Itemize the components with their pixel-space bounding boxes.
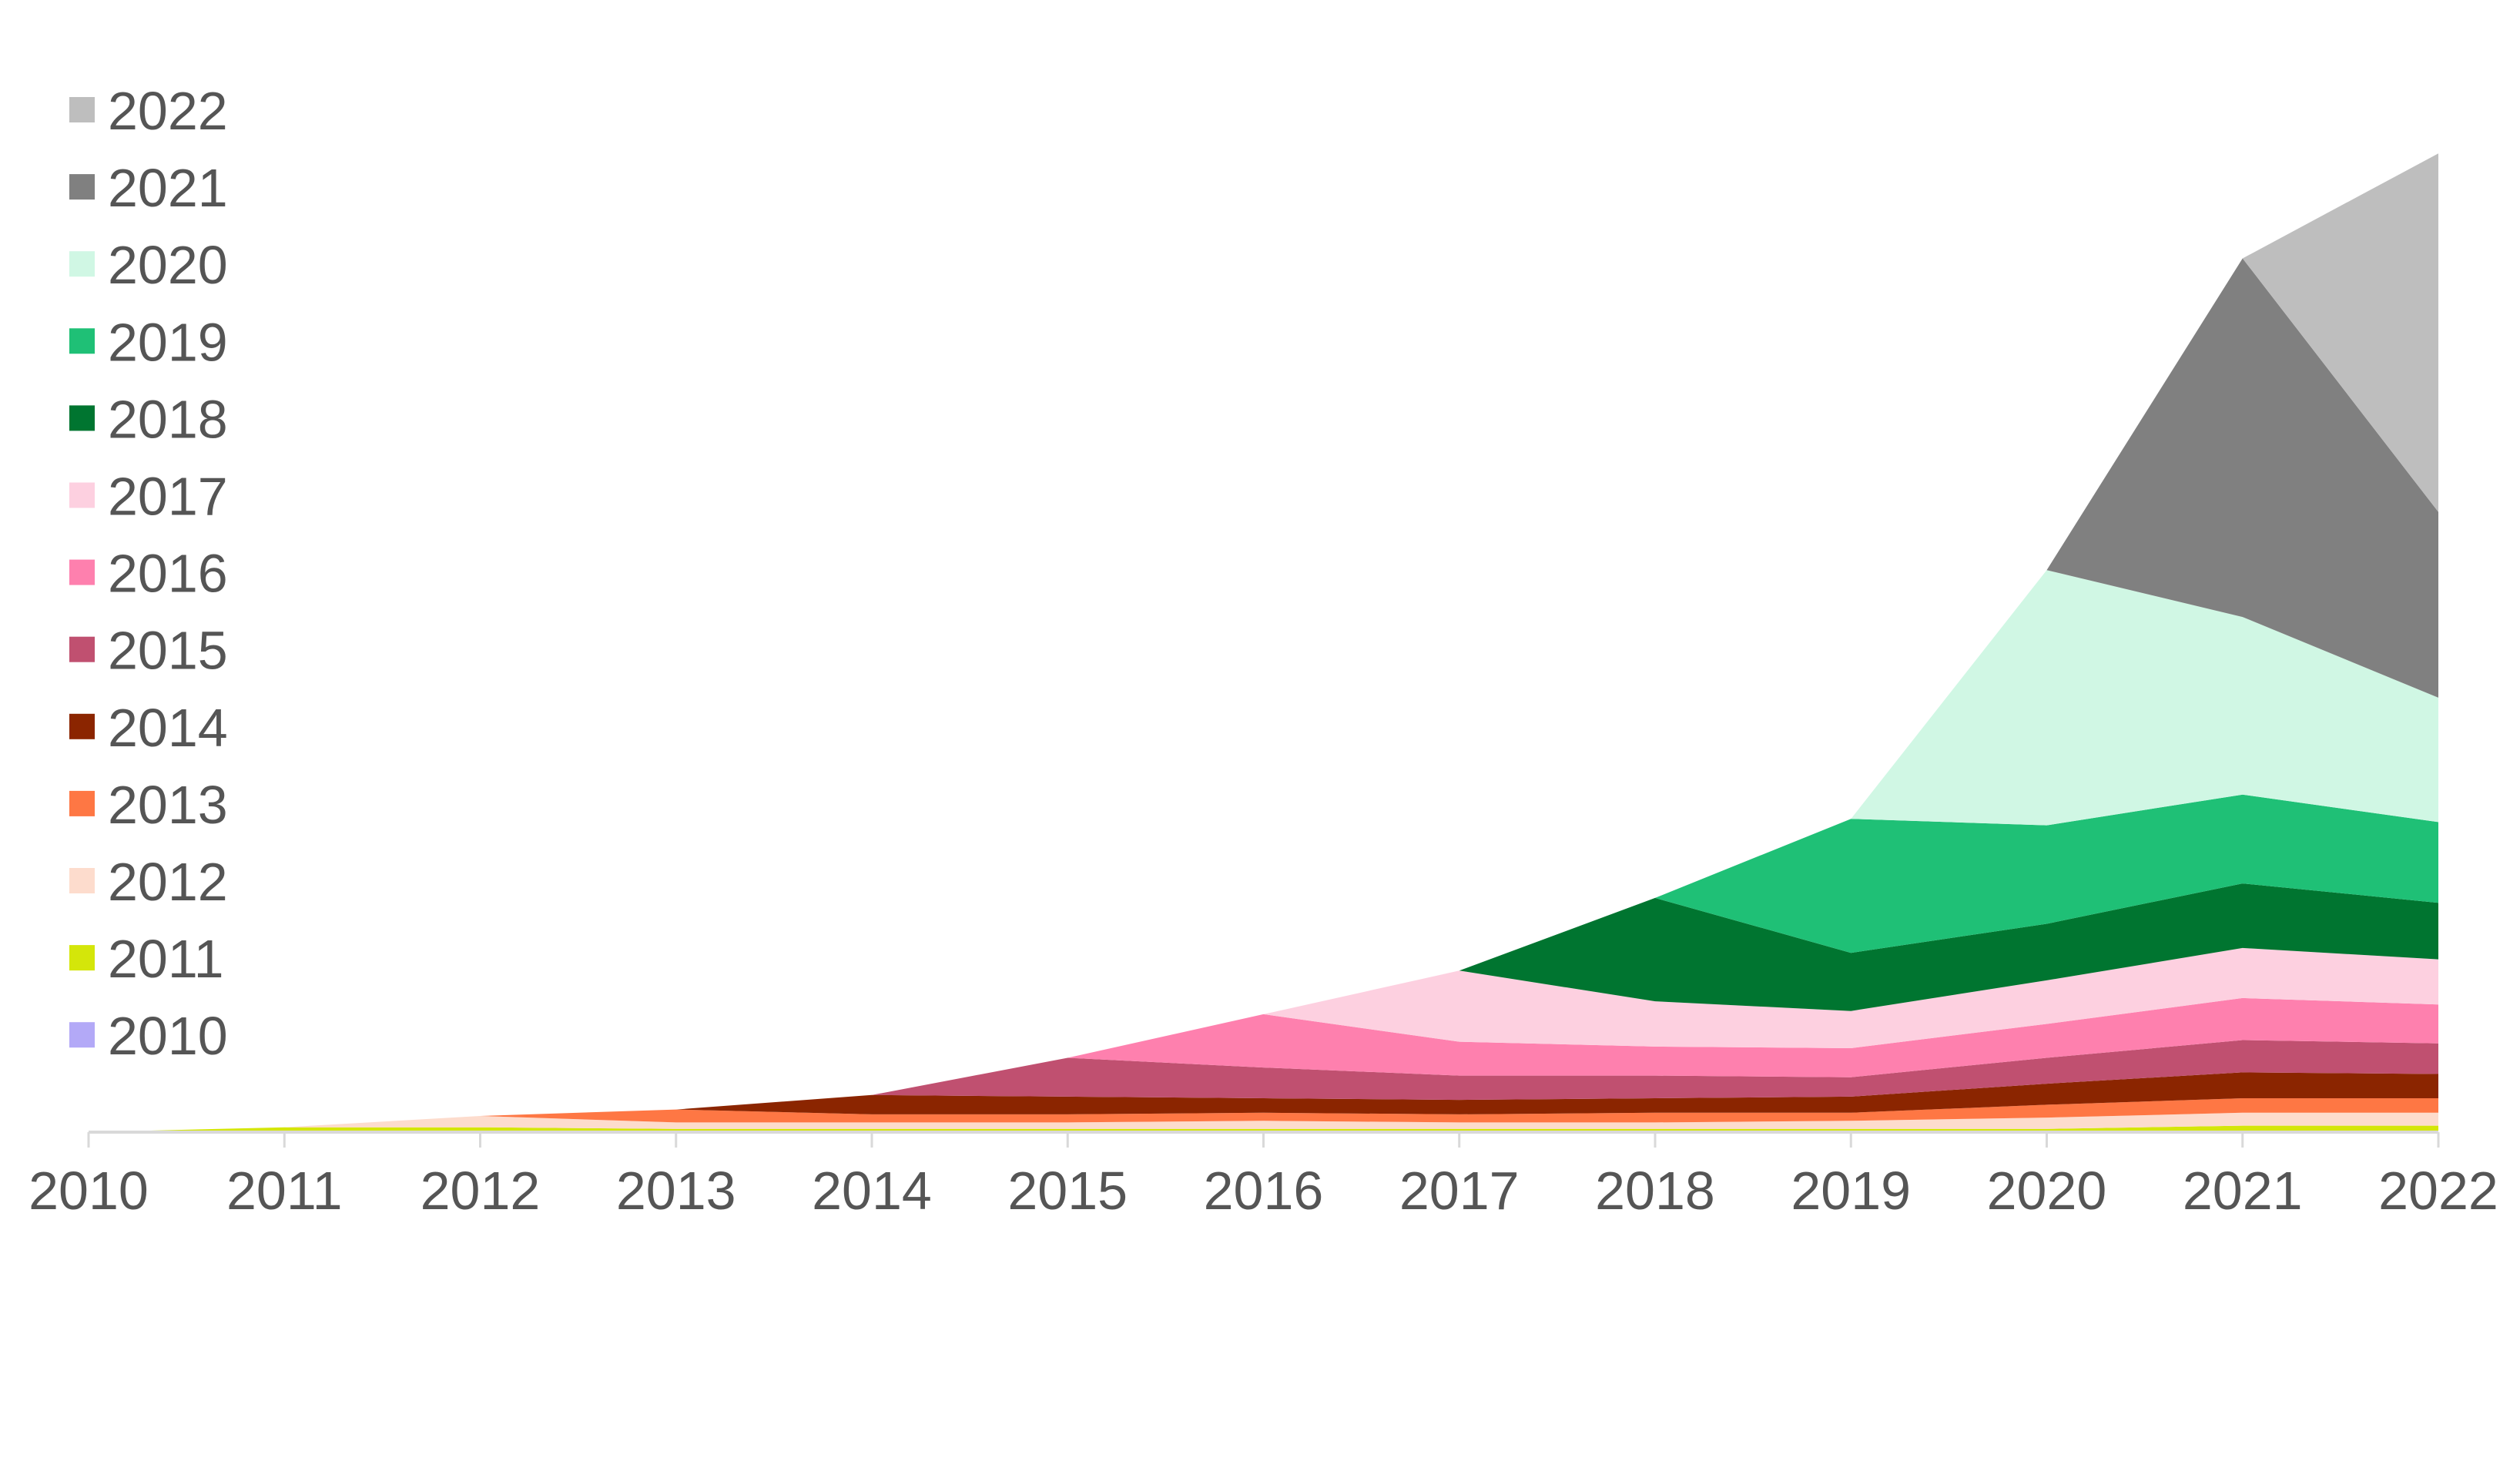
x-tick-label: 2021 <box>2183 1161 2303 1221</box>
legend-swatch <box>69 713 95 739</box>
x-tick-label: 2011 <box>226 1161 343 1221</box>
area-series-2019 <box>89 794 2438 1132</box>
legend-swatch <box>69 790 95 816</box>
area-series-2014 <box>89 1072 2438 1132</box>
x-tick-label: 2018 <box>1595 1161 1715 1221</box>
legend-label: 2012 <box>108 852 228 912</box>
legend-label: 2010 <box>108 1006 228 1066</box>
legend-label: 2021 <box>108 158 228 218</box>
legend-swatch <box>69 97 95 122</box>
x-tick-label: 2015 <box>1007 1161 1128 1221</box>
legend-swatch <box>69 1022 95 1048</box>
legend-swatch <box>69 482 95 508</box>
x-tick-label: 2010 <box>28 1161 149 1221</box>
legend-label: 2016 <box>108 544 228 604</box>
legend-swatch <box>69 868 95 893</box>
legend-label: 2018 <box>108 389 228 449</box>
legend-swatch <box>69 559 95 585</box>
legend-item-2021: 2021 <box>69 158 228 218</box>
x-tick-label: 2014 <box>812 1161 932 1221</box>
legend-item-2022: 2022 <box>69 81 228 141</box>
x-tick-label: 2020 <box>1987 1161 2107 1221</box>
legend-swatch <box>69 251 95 277</box>
legend-label: 2011 <box>108 929 224 989</box>
x-axis: 2010 2011 2012 2013 2014 2015 2016 2017 2018 2019… <box>28 1131 2498 1221</box>
legend-label: 2017 <box>108 467 228 527</box>
area-series-2021 <box>89 258 2438 1132</box>
legend-item-2020: 2020 <box>69 235 228 295</box>
area-series-2015 <box>89 1040 2438 1132</box>
legend-label: 2019 <box>108 312 228 372</box>
legend-swatch <box>69 405 95 431</box>
legend-item-2010: 2010 <box>69 1006 228 1066</box>
legend-label: 2022 <box>108 81 228 141</box>
legend-label: 2015 <box>108 621 228 681</box>
legend-item-2018: 2018 <box>69 389 228 449</box>
area-series-2013 <box>89 1098 2438 1132</box>
x-tick-label: 2016 <box>1204 1161 1324 1221</box>
legend-swatch <box>69 945 95 971</box>
x-tick-label: 2013 <box>616 1161 736 1221</box>
legend-item-2011: 2011 <box>69 929 224 989</box>
legend-swatch <box>69 328 95 354</box>
x-tick-label: 2019 <box>1791 1161 1911 1221</box>
area-series-2017 <box>89 947 2438 1132</box>
legend-swatch <box>69 636 95 662</box>
x-tick-label: 2012 <box>421 1161 541 1221</box>
x-tick-label: 2017 <box>1399 1161 1520 1221</box>
legend-label: 2013 <box>108 775 228 835</box>
legend-item-2016: 2016 <box>69 544 228 604</box>
legend-item-2019: 2019 <box>69 312 228 372</box>
legend-item-2013: 2013 <box>69 775 228 835</box>
legend-item-2014: 2014 <box>69 698 228 758</box>
legend-item-2012: 2012 <box>69 852 228 912</box>
area-series-2020 <box>89 570 2438 1132</box>
legend: 2022 2021 2020 2019 2018 2017 2016 2015 2014 2013… <box>69 81 228 1066</box>
legend-swatch <box>69 174 95 200</box>
area-layers <box>89 153 2438 1133</box>
legend-label: 2020 <box>108 235 228 295</box>
legend-item-2017: 2017 <box>69 467 228 527</box>
area-series-2018 <box>89 883 2438 1132</box>
area-series-2016 <box>89 997 2438 1132</box>
legend-label: 2014 <box>108 698 228 758</box>
legend-item-2015: 2015 <box>69 621 228 681</box>
x-tick-label: 2022 <box>2378 1161 2498 1221</box>
area-series-2012 <box>89 1112 2438 1132</box>
